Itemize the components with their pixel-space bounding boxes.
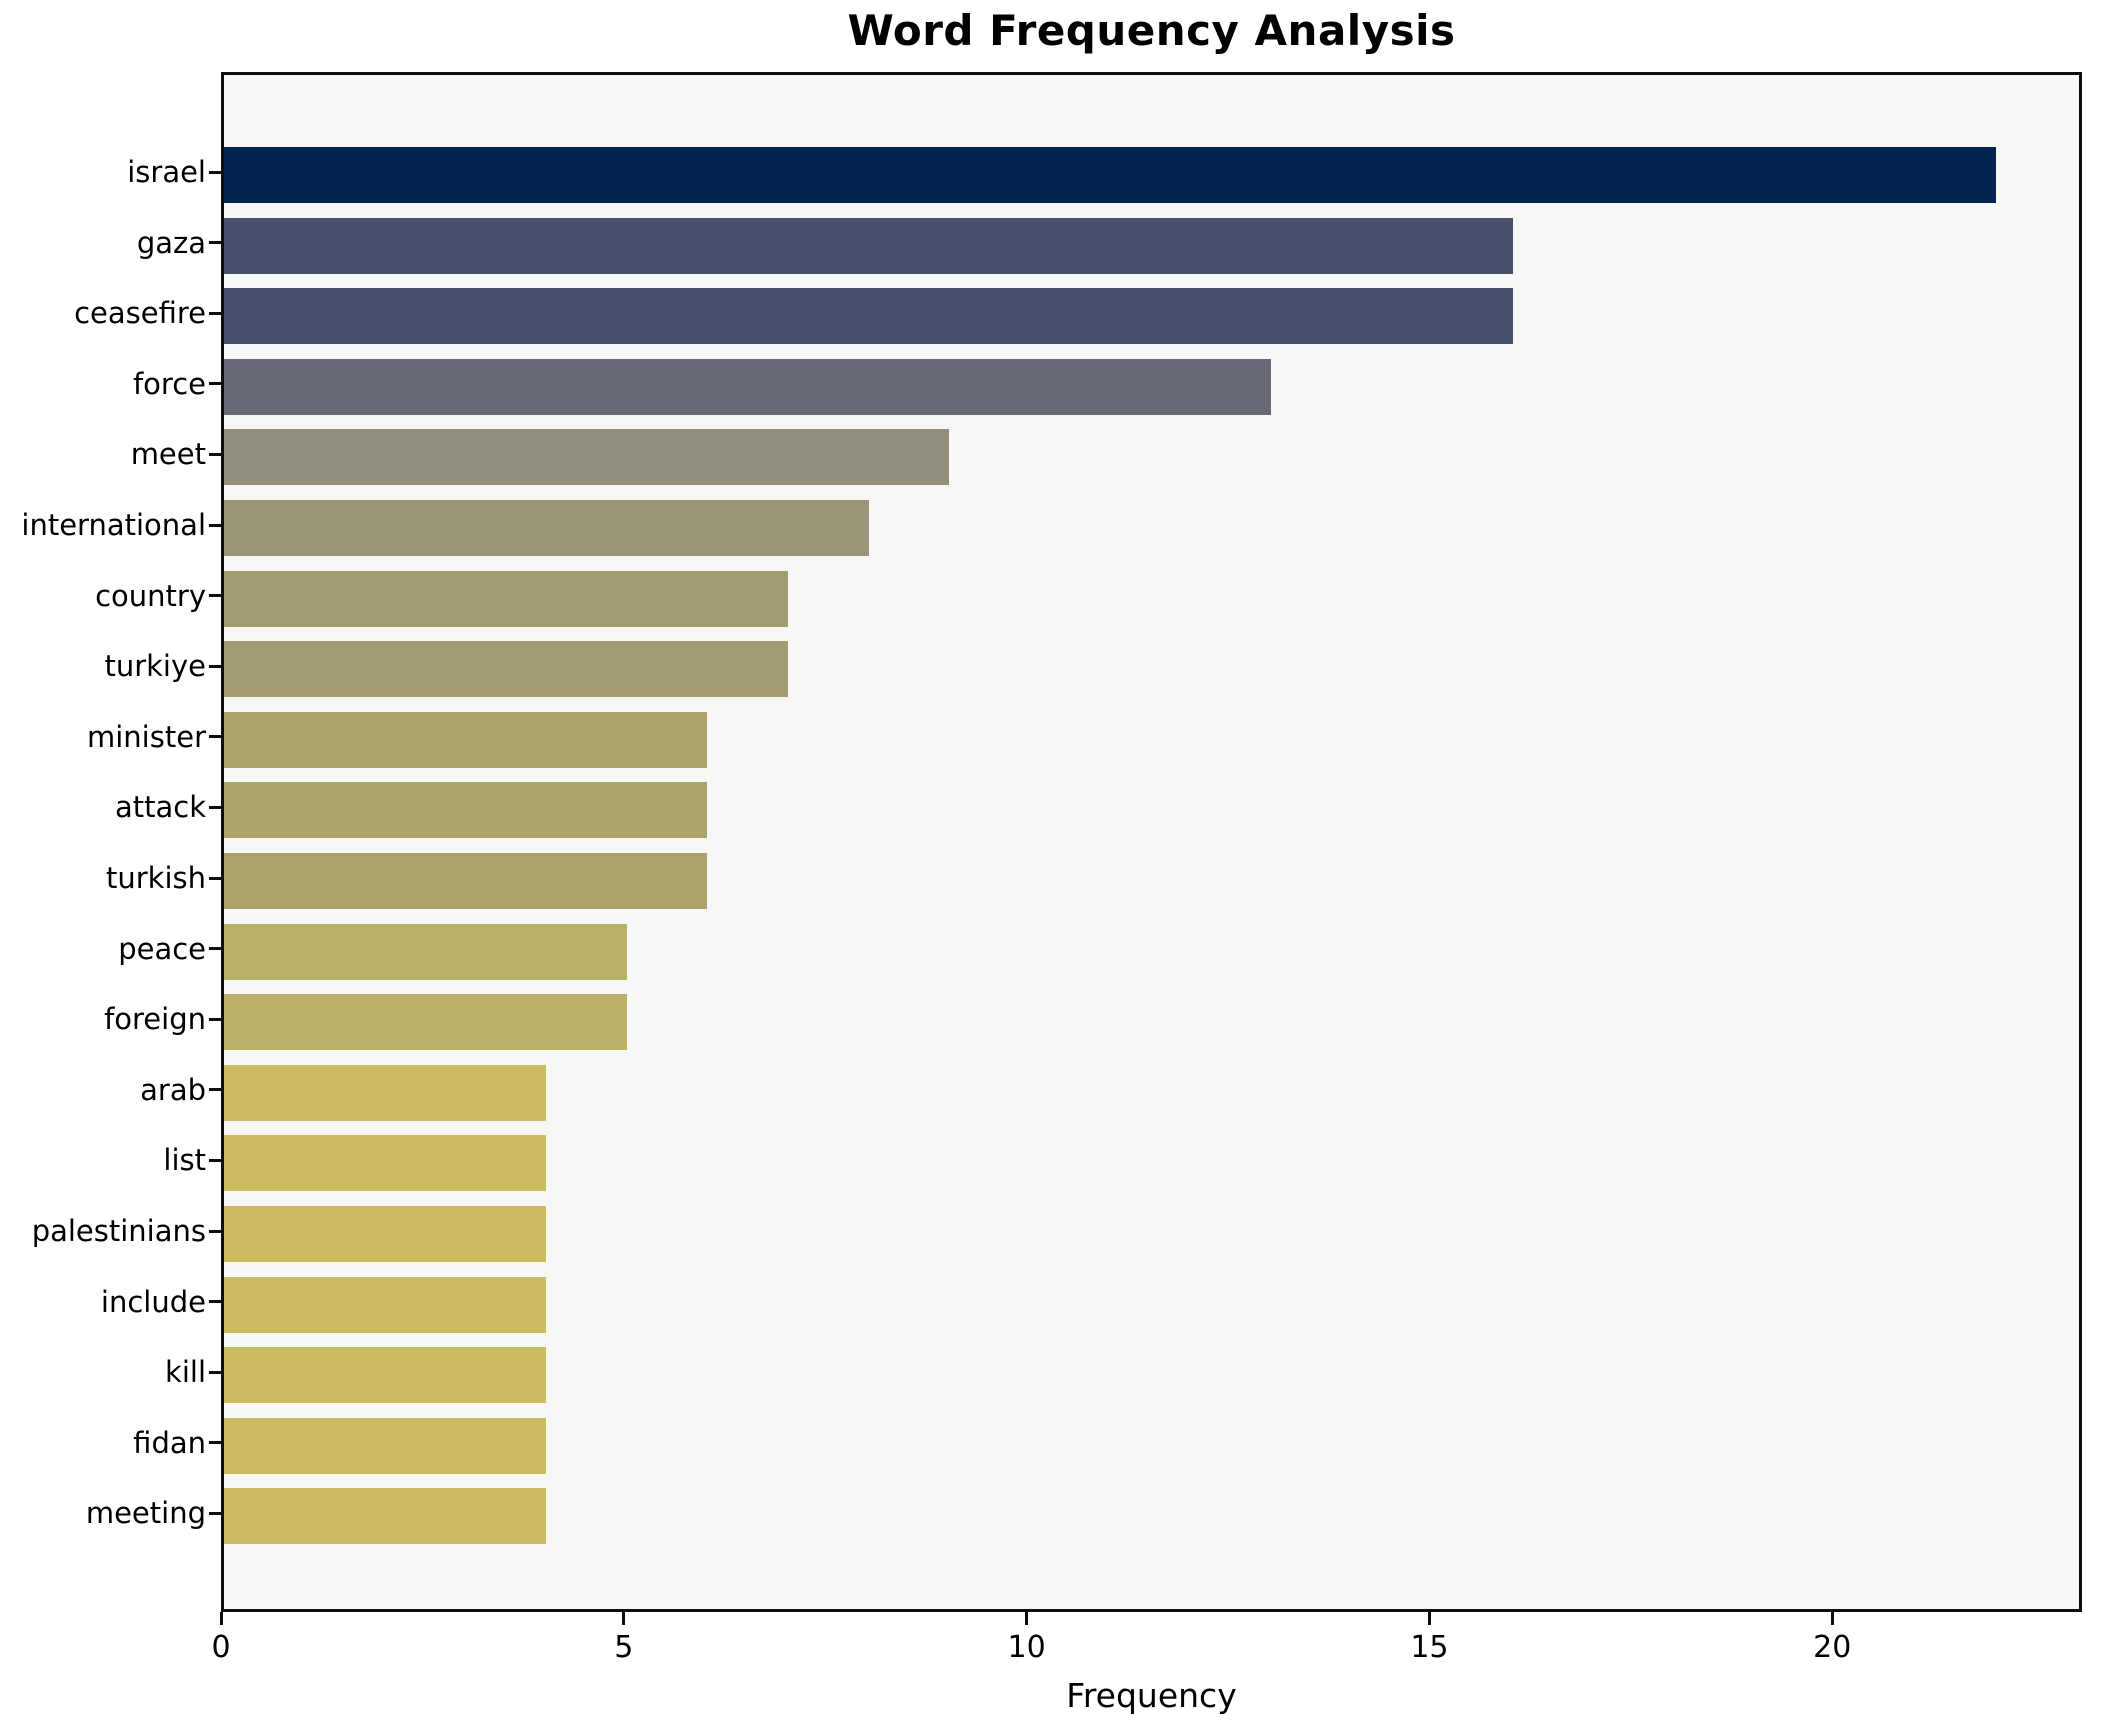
bar-kill	[224, 1347, 547, 1404]
y-tick-label-include: include	[100, 1284, 206, 1319]
y-tick-mark	[209, 311, 221, 315]
bar-meeting	[224, 1488, 547, 1545]
y-tick-mark	[209, 1511, 221, 1515]
x-tick-mark	[1025, 1612, 1029, 1625]
bar-minister	[224, 711, 708, 768]
bar-attack	[224, 782, 708, 839]
y-tick-label-meet: meet	[130, 437, 206, 472]
x-tick-label-5: 5	[614, 1630, 634, 1665]
y-tick-mark	[209, 452, 221, 456]
y-tick-mark	[209, 805, 221, 809]
bar-gaza	[224, 217, 1513, 274]
y-tick-label-meeting: meeting	[85, 1496, 206, 1531]
y-tick-mark	[209, 170, 221, 174]
y-tick-mark	[209, 1441, 221, 1445]
y-tick-label-attack: attack	[114, 790, 206, 825]
y-tick-label-peace: peace	[118, 931, 206, 966]
x-tick-label-15: 15	[1410, 1630, 1449, 1665]
y-tick-label-israel: israel	[127, 155, 206, 189]
bar-israel	[224, 147, 1997, 203]
y-tick-label-international: international	[21, 508, 206, 542]
bar-include	[224, 1276, 547, 1333]
y-tick-mark	[209, 1300, 221, 1304]
x-axis-title: Frequency	[1066, 1676, 1237, 1715]
y-tick-mark	[209, 523, 221, 527]
bar-peace	[224, 923, 627, 980]
y-tick-mark	[209, 1017, 221, 1021]
y-tick-mark	[209, 947, 221, 951]
x-tick-label-20: 20	[1813, 1630, 1852, 1665]
y-tick-label-country: country	[95, 578, 206, 613]
bar-ceasefire	[224, 288, 1513, 345]
y-tick-mark	[209, 241, 221, 245]
y-tick-label-arab: arab	[140, 1072, 206, 1107]
bar-turkish	[224, 853, 708, 909]
bar-fidan	[224, 1417, 547, 1474]
bar-arab	[224, 1064, 547, 1121]
x-tick-mark	[1427, 1612, 1431, 1625]
bar-meet	[224, 429, 950, 486]
x-tick-mark	[219, 1612, 223, 1625]
bar-force	[224, 358, 1272, 415]
y-tick-mark	[209, 664, 221, 668]
y-tick-label-minister: minister	[87, 719, 206, 754]
bar-list	[224, 1135, 547, 1192]
y-tick-label-kill: kill	[165, 1355, 206, 1390]
y-tick-label-foreign: foreign	[104, 1002, 206, 1037]
y-tick-mark	[209, 382, 221, 386]
y-tick-mark	[209, 1158, 221, 1162]
y-tick-label-list: list	[163, 1143, 206, 1178]
y-tick-mark	[209, 1088, 221, 1092]
y-tick-mark	[209, 1229, 221, 1233]
bar-international	[224, 500, 869, 556]
x-tick-mark	[622, 1612, 626, 1625]
y-tick-mark	[209, 1370, 221, 1374]
plot-area	[221, 72, 2082, 1612]
bar-foreign	[224, 994, 627, 1051]
y-axis: israel gaza ceasefire force meet internationa…	[0, 72, 206, 1612]
x-tick-label-10: 10	[1007, 1630, 1046, 1665]
bar-palestinians	[224, 1206, 547, 1262]
y-tick-mark	[209, 735, 221, 739]
y-tick-label-ceasefire: ceasefire	[74, 296, 206, 331]
y-tick-mark	[209, 876, 221, 880]
y-tick-mark	[209, 594, 221, 598]
y-tick-label-fidan: fidan	[133, 1425, 206, 1460]
x-tick-mark	[1830, 1612, 1834, 1625]
x-tick-label-0: 0	[211, 1630, 231, 1665]
y-tick-label-turkish: turkish	[105, 861, 206, 895]
chart-title: Word Frequency Analysis	[847, 6, 1456, 55]
y-tick-label-turkiye: turkiye	[104, 649, 206, 684]
y-tick-label-palestinians: palestinians	[31, 1214, 206, 1248]
bar-country	[224, 570, 788, 627]
y-tick-label-gaza: gaza	[136, 225, 206, 260]
y-tick-label-force: force	[132, 366, 206, 401]
bar-turkiye	[224, 641, 788, 698]
